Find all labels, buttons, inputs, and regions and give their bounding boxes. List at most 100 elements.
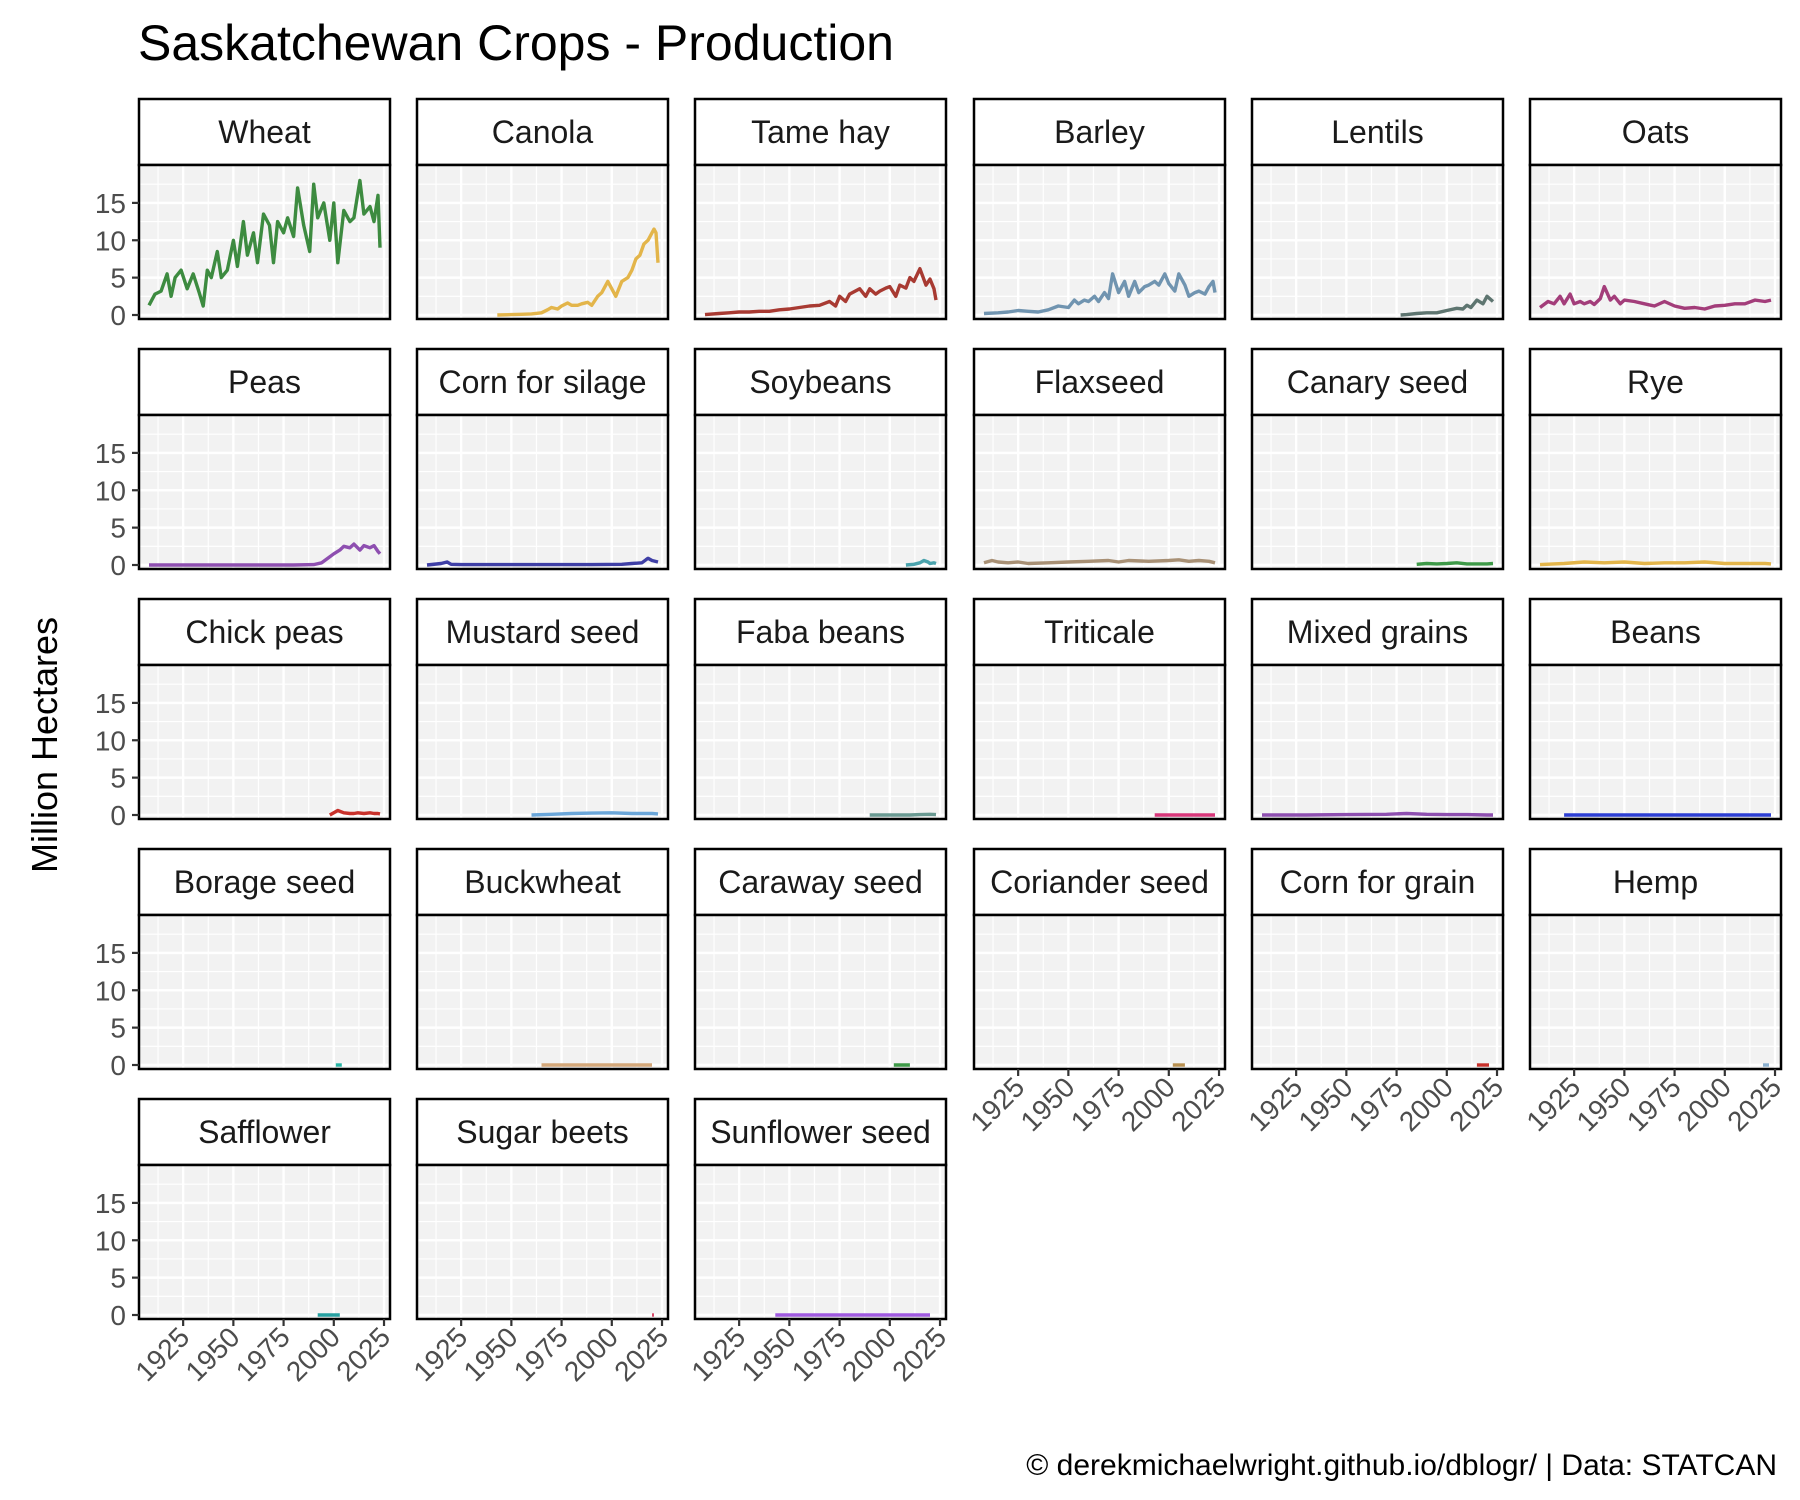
y-tick-label: 10 [95, 975, 126, 1006]
facet-strip [693, 1097, 948, 1167]
panel-border [1528, 163, 1783, 321]
y-tick-label: 10 [95, 725, 126, 756]
x-tick-label: 2000 [280, 1321, 346, 1387]
facet-panel: Beans [1528, 597, 1783, 821]
facet-panel: Rye [1528, 347, 1783, 571]
facet-panel: Caraway seed [693, 847, 948, 1071]
series-line [869, 812, 937, 817]
facet-strip [972, 847, 1227, 917]
panel-border [1528, 663, 1783, 821]
x-tick-label: 1925 [964, 1071, 1030, 1137]
panel-background [974, 165, 1225, 319]
facet-strip [1250, 97, 1505, 167]
x-tick-label: 1950 [180, 1321, 246, 1387]
series-line [1400, 294, 1495, 317]
facet-strip [415, 97, 670, 167]
panel-background [1530, 415, 1781, 569]
facet-strip [972, 347, 1227, 417]
series-line [983, 272, 1217, 316]
facet-strip-label: Tame hay [751, 114, 890, 150]
facet-panel: Buckwheat [415, 847, 670, 1071]
facet-strip [137, 97, 392, 167]
facet-strip [137, 1097, 392, 1167]
facet-strip-label: Corn for grain [1280, 864, 1476, 900]
facet-strip-label: Triticale [1044, 614, 1155, 650]
series-line [531, 811, 659, 817]
facet-panel: Lentils [1250, 97, 1505, 321]
facet-strip-label: Canary seed [1287, 364, 1468, 400]
facet-panel: Chick peas 0 5 10 15 [95, 597, 392, 831]
x-tick-label: 2025 [1721, 1071, 1787, 1137]
x-tick-label: 1950 [1015, 1071, 1081, 1137]
series-line [1416, 561, 1494, 566]
series-line [328, 808, 381, 817]
panel-border [415, 163, 670, 321]
panel-border [137, 413, 392, 571]
facet-strip-label: Rye [1627, 364, 1684, 400]
y-tick-label: 0 [110, 800, 126, 831]
facet-strip [972, 97, 1227, 167]
panel-background [417, 665, 668, 819]
x-tick-label: 2025 [886, 1321, 952, 1387]
panel-border [972, 913, 1227, 1071]
facet-panel: Tame hay [693, 97, 948, 321]
panel-background [417, 915, 668, 1069]
facet-strip-label: Safflower [198, 1114, 331, 1150]
panel-background [139, 1165, 390, 1319]
y-tick-label: 15 [95, 938, 126, 969]
x-tick-label: 1925 [1520, 1071, 1586, 1137]
panel-border [1250, 663, 1505, 821]
panel-border [693, 413, 948, 571]
y-tick-label: 15 [95, 1188, 126, 1219]
x-tick-label: 1975 [508, 1321, 574, 1387]
panel-background [417, 415, 668, 569]
facet-strip [415, 597, 670, 667]
facet-strip-label: Sunflower seed [710, 1114, 931, 1150]
y-tick-label: 5 [110, 763, 126, 794]
panel-background [1530, 915, 1781, 1069]
facet-strip-label: Canola [492, 114, 594, 150]
facet-strip [1528, 597, 1783, 667]
panel-border [137, 163, 392, 321]
panel-border [137, 663, 392, 821]
panel-border [1250, 163, 1505, 321]
x-tick-label: 2000 [558, 1321, 624, 1387]
facet-strip-label: Soybeans [749, 364, 891, 400]
facet-strip-label: Borage seed [174, 864, 355, 900]
y-tick-label: 5 [110, 513, 126, 544]
y-tick-label: 15 [95, 688, 126, 719]
panel-border [415, 1163, 670, 1321]
facet-panel: Oats [1528, 97, 1783, 321]
y-tick-label: 5 [110, 1013, 126, 1044]
series-line [1262, 811, 1493, 817]
panel-border [972, 663, 1227, 821]
panel-background [974, 915, 1225, 1069]
panel-border [1250, 913, 1505, 1071]
y-tick-label: 10 [95, 1225, 126, 1256]
facet-panel: Mustard seed [415, 597, 670, 821]
panel-background [1252, 415, 1503, 569]
panel-background [139, 665, 390, 819]
facet-strip-label: Buckwheat [464, 864, 621, 900]
panel-border [1528, 413, 1783, 571]
facet-panel: Peas 0 5 10 15 [95, 347, 392, 581]
facet-strip [415, 347, 670, 417]
y-tick-label: 0 [110, 1050, 126, 1081]
x-tick-label: 1950 [458, 1321, 524, 1387]
facet-strip-label: Chick peas [185, 614, 343, 650]
facet-strip-label: Coriander seed [990, 864, 1209, 900]
chart-title: Saskatchewan Crops - Production [138, 15, 894, 71]
series-line [1539, 560, 1772, 567]
facet-strip-label: Barley [1054, 114, 1145, 150]
panel-border [415, 913, 670, 1071]
panel-background [1530, 665, 1781, 819]
y-tick-label: 5 [110, 263, 126, 294]
x-tick-label: 1975 [1343, 1071, 1409, 1137]
panel-background [139, 165, 390, 319]
panel-background [695, 915, 946, 1069]
